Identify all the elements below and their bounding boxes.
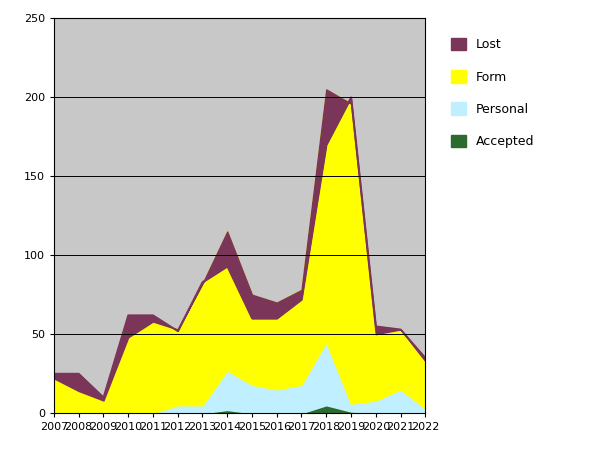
Legend: Lost, Form, Personal, Accepted: Lost, Form, Personal, Accepted [446,33,540,153]
